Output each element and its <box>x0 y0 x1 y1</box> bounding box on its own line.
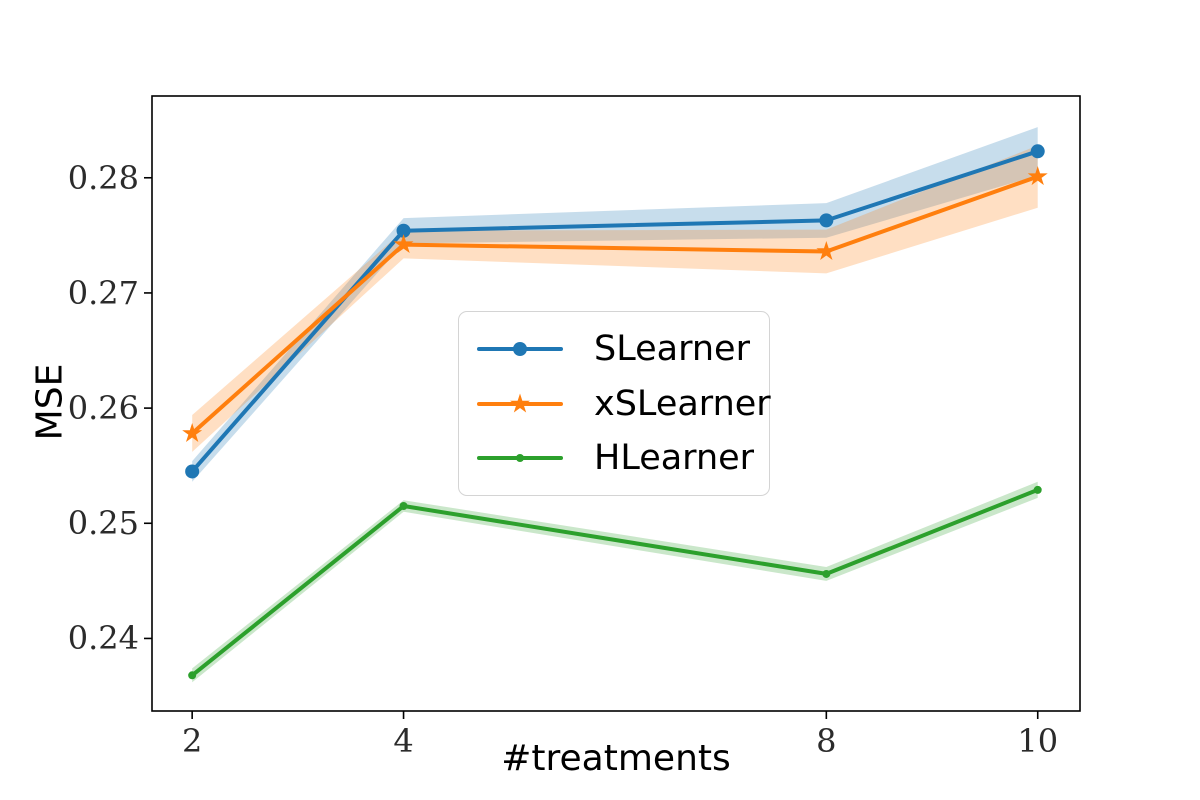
x-tick-label-2: 2 <box>181 722 203 760</box>
data-point-hlearner-icon <box>399 502 408 510</box>
x-tick-label-10: 10 <box>1017 722 1059 760</box>
legend-sample-marker-icon <box>516 454 524 463</box>
legend: SLearner xSLearner HLearner <box>458 311 771 496</box>
legend-item-xslearner: xSLearner <box>476 383 771 424</box>
data-point-hlearner-icon <box>188 671 197 680</box>
legend-sample-marker-icon <box>513 341 527 356</box>
y-tick-label-0.25: 0.25 <box>67 504 139 543</box>
data-point-slearner-icon <box>819 213 834 228</box>
y-tick-label-0.26: 0.26 <box>67 389 139 428</box>
x-tick-label-8: 8 <box>816 722 837 760</box>
series-line-xslearner <box>190 174 1040 436</box>
data-point-xslearner-icon <box>182 422 203 442</box>
data-point-hlearner-icon <box>1033 485 1042 494</box>
data-point-slearner-icon <box>185 464 200 479</box>
xslearner-line-sample-icon <box>477 393 563 412</box>
y-tick-label-0.28: 0.28 <box>67 158 139 197</box>
x-axis-label: #treatments <box>501 738 731 779</box>
slearner-line-sample-icon <box>477 341 563 356</box>
confidence-band-hlearner <box>192 481 1038 683</box>
legend-item-slearner: SLearner <box>476 329 769 369</box>
data-point-hlearner-icon <box>822 569 831 578</box>
data-point-slearner-icon <box>1030 144 1045 159</box>
series-line-slearner <box>190 149 1040 474</box>
legend-label-slearner: SLearner <box>594 328 750 369</box>
legend-sample-marker-icon <box>510 393 530 412</box>
y-tick-label-0.27: 0.27 <box>67 273 139 312</box>
legend-label-hlearner: HLearner <box>594 438 755 479</box>
legend-item-hlearner: HLearner <box>476 438 769 478</box>
y-axis-label: MSE <box>29 363 71 441</box>
hlearner-line-sample-icon <box>477 454 563 463</box>
x-tick-label-4: 4 <box>393 722 414 760</box>
data-point-xslearner-icon <box>816 240 837 260</box>
series-line-hlearner <box>190 487 1040 678</box>
data-point-xslearner-icon <box>393 234 414 254</box>
y-tick-label-0.24: 0.24 <box>67 619 139 658</box>
data-point-slearner-icon <box>396 223 411 238</box>
legend-label-xslearner: xSLearner <box>594 383 771 424</box>
plot-border <box>151 95 1081 712</box>
data-point-xslearner-icon <box>1027 166 1048 186</box>
